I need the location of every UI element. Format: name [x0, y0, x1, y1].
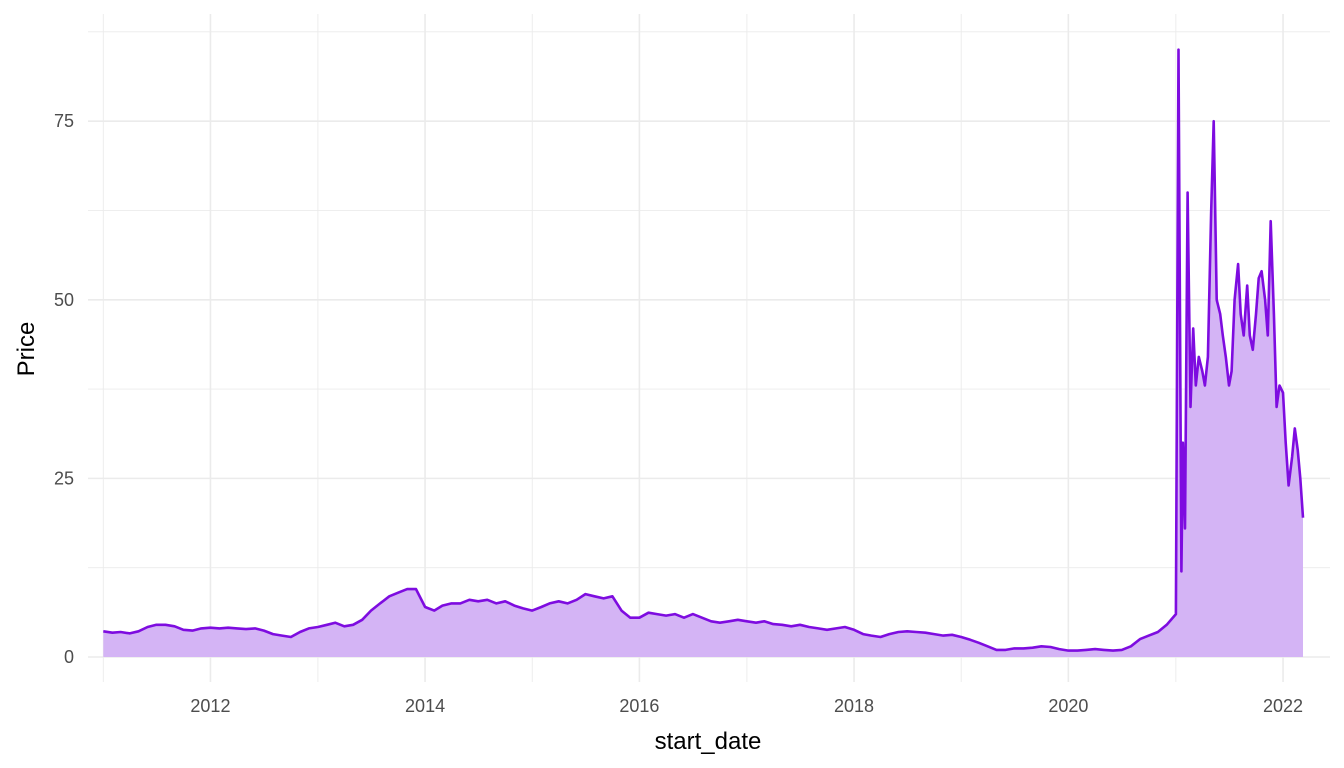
x-tick-label: 2014: [405, 696, 445, 716]
x-tick-label: 2012: [190, 696, 230, 716]
x-tick-label: 2018: [834, 696, 874, 716]
x-axis-title: start_date: [655, 728, 762, 755]
x-tick-label: 2022: [1263, 696, 1303, 716]
x-tick-label: 2020: [1048, 696, 1088, 716]
tick-labels: 0 25 50 75 2012 2014 2016 2018 2020 2022: [54, 111, 1303, 716]
grid-layer: [88, 14, 1330, 682]
price-area-fill: [103, 49, 1303, 657]
area-layer: [103, 48, 1305, 657]
y-tick-label: 0: [64, 647, 74, 667]
y-tick-label: 75: [54, 111, 74, 131]
y-tick-label: 25: [54, 468, 74, 488]
y-axis-title: Price: [13, 322, 40, 377]
y-tick-label: 50: [54, 290, 74, 310]
price-line: [103, 48, 1305, 652]
x-tick-label: 2016: [619, 696, 659, 716]
